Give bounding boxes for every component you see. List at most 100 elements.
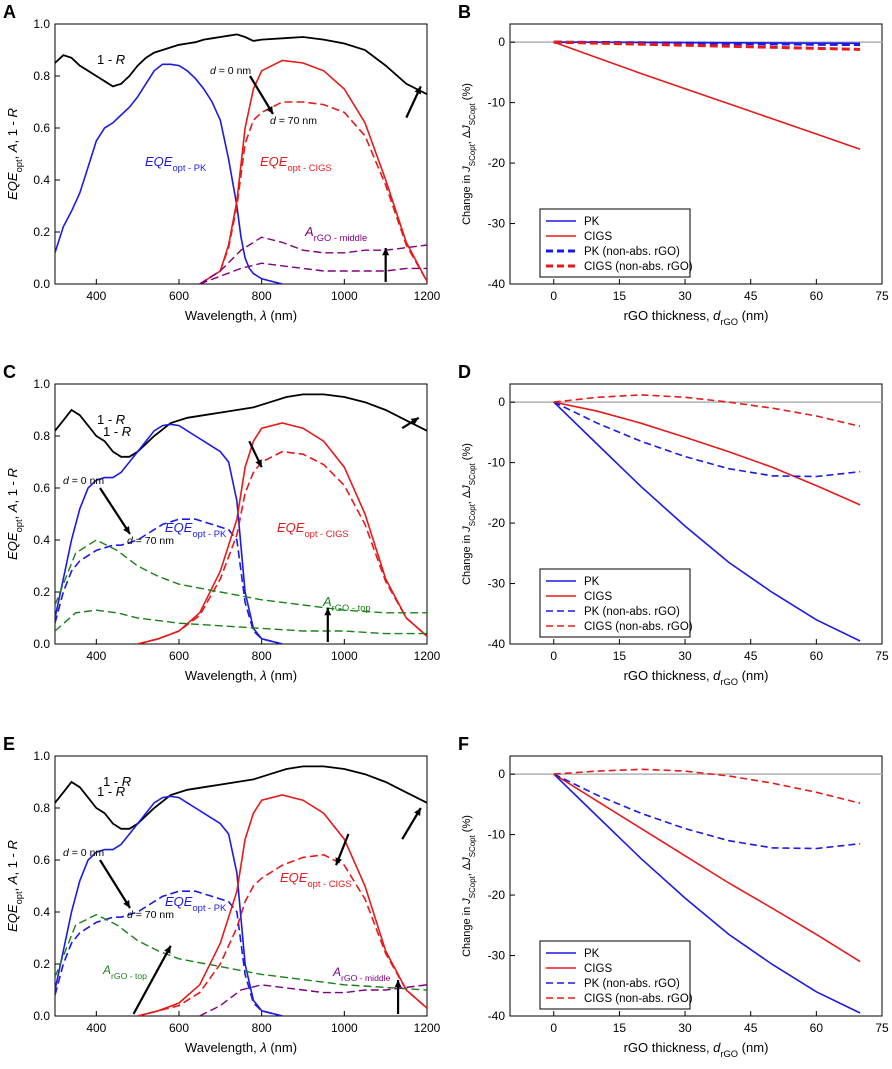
series-line-e-0 (55, 765, 427, 830)
ytick-label-e: 0.4 (33, 905, 50, 919)
annot-one-minus-r-e: 1 - R (97, 784, 125, 799)
series-line-d-0 (553, 401, 861, 642)
ytick-label-a: 0.4 (33, 173, 50, 187)
annot-arrow-d-c-head (123, 526, 130, 534)
xtick-label-c: 400 (86, 649, 106, 663)
xlabel-d: rGO thickness, drGO (nm) (624, 668, 769, 687)
ytick-label-f: 0 (498, 767, 505, 781)
xtick-label-b: 30 (678, 289, 692, 303)
series-group-a (55, 33, 427, 284)
xtick-label-f: 60 (810, 1021, 824, 1035)
panel-letter-d: D (458, 362, 471, 382)
series-line-c-2 (55, 518, 283, 644)
ytick-label-b: -30 (488, 217, 506, 231)
legend-label-f: PK (584, 948, 600, 960)
plot-frame-a (54, 23, 428, 285)
ylabel-c: EQEopt, A, 1 - R (5, 468, 24, 560)
xtick-label-d: 60 (810, 649, 824, 663)
annot-arrow-d-a (249, 75, 274, 115)
annot-arrow-cigs-c-head (255, 459, 262, 468)
plot-frame-c (54, 383, 428, 645)
annot-d70-e: d = 70 nm (127, 909, 174, 921)
xtick-label-f: 45 (744, 1021, 758, 1035)
annot-arrow-d-e (99, 859, 131, 909)
panel-letter-f: F (458, 734, 469, 754)
ytick-label-d: 0 (498, 395, 505, 409)
series-line-a-5 (199, 262, 427, 284)
xlabel-f: rGO thickness, drGO (nm) (624, 1040, 769, 1059)
series-line-a-4 (199, 236, 427, 284)
annot-eqe-cigs-a: EQEopt - CIGS (260, 154, 332, 173)
xlabel-a: Wavelength, λ (nm) (185, 308, 297, 323)
series-line-c-1 (55, 423, 283, 644)
series-line-c-4 (137, 450, 427, 644)
annot-d0-a: d = 0 nm (210, 65, 251, 77)
series-line-e-6 (199, 984, 427, 1016)
xtick-label-d: 75 (875, 649, 889, 663)
annot-arrow-rgo-mid-e-head (394, 980, 402, 988)
xtick-label-d: 45 (744, 649, 758, 663)
ytick-label-c: 0.2 (33, 585, 50, 599)
series-line-e-4 (137, 853, 427, 1016)
series-line-c-3 (137, 422, 427, 644)
ytick-label-f: -20 (488, 888, 506, 902)
series-line-c-0 (55, 393, 427, 458)
ytick-label-a: 0.6 (33, 121, 50, 135)
series-group-d (553, 394, 861, 642)
series-line-a-0 (55, 33, 427, 96)
series-line-d-2 (553, 401, 861, 478)
plot-frame-e (54, 755, 428, 1017)
series-group-f (553, 768, 861, 1014)
annot-d70-a: d = 70 nm (270, 115, 317, 127)
series-line-f-2 (553, 773, 861, 850)
ytick-label-a: 1.0 (33, 17, 50, 31)
xtick-label-f: 0 (550, 1021, 557, 1035)
ytick-label-c: 1.0 (33, 377, 50, 391)
series-line-c-6 (55, 609, 427, 635)
xtick-label-f: 30 (678, 1021, 692, 1035)
xtick-label-d: 0 (550, 649, 557, 663)
ytick-label-e: 0.0 (33, 1009, 50, 1023)
ytick-label-c: 0.6 (33, 481, 50, 495)
xtick-label-c: 800 (252, 649, 272, 663)
legend-label-b: CIGS (584, 231, 612, 243)
ytick-label-d: -30 (488, 577, 506, 591)
annot-arrow-r-c-head (410, 417, 419, 425)
ytick-label-f: -30 (488, 949, 506, 963)
series-group-c (55, 393, 427, 644)
xtick-label-e: 400 (86, 1021, 106, 1035)
annot-arrow-r-e-head (414, 808, 421, 816)
xtick-label-b: 75 (875, 289, 889, 303)
xtick-label-a: 400 (86, 289, 106, 303)
annot-a-rgo-a: ArGO - middle (304, 224, 367, 243)
xtick-label-e: 1200 (414, 1021, 441, 1035)
ylabel-a: EQEopt, A, 1 - R (5, 108, 24, 200)
legend-label-b: PK (584, 216, 600, 228)
ylabel-f: Change in JSCopt, ΔJSCopt (%) (461, 815, 477, 957)
ylabel-b: Change in JSCopt, ΔJSCopt (%) (461, 83, 477, 225)
ylabel-d: Change in JSCopt, ΔJSCopt (%) (461, 443, 477, 585)
legend-label-d: PK (584, 576, 600, 588)
annot-eqe-pk-e: EQEopt - PK (165, 894, 227, 913)
ytick-label-b: -10 (488, 96, 506, 110)
series-line-d-3 (553, 394, 861, 428)
annot-eqe-cigs-e: EQEopt - CIGS (280, 870, 352, 889)
series-line-f-3 (553, 768, 861, 804)
series-line-b-3 (553, 40, 861, 51)
xtick-label-d: 15 (613, 649, 627, 663)
ytick-label-d: -20 (488, 516, 506, 530)
annot-arrow-r-a-head (414, 86, 421, 95)
annot-d70-c: d = 70 nm (127, 535, 174, 547)
plot-frame-f (509, 755, 883, 1017)
annot-a-rgo-e: ArGO - top (102, 963, 147, 981)
annot-d0-e: d = 0 nm (63, 847, 104, 859)
legend-label-d: PK (non-abs. rGO) (584, 606, 680, 618)
panel-letter-c: C (3, 362, 16, 382)
xtick-label-b: 45 (744, 289, 758, 303)
series-line-e-2 (55, 890, 283, 1016)
ytick-label-f: -10 (488, 828, 506, 842)
annot-one-minus-r-a: 1 - R (97, 52, 125, 67)
xtick-label-c: 1000 (331, 649, 358, 663)
annot-a-rgo2-e: ArGO - middle (332, 965, 391, 983)
